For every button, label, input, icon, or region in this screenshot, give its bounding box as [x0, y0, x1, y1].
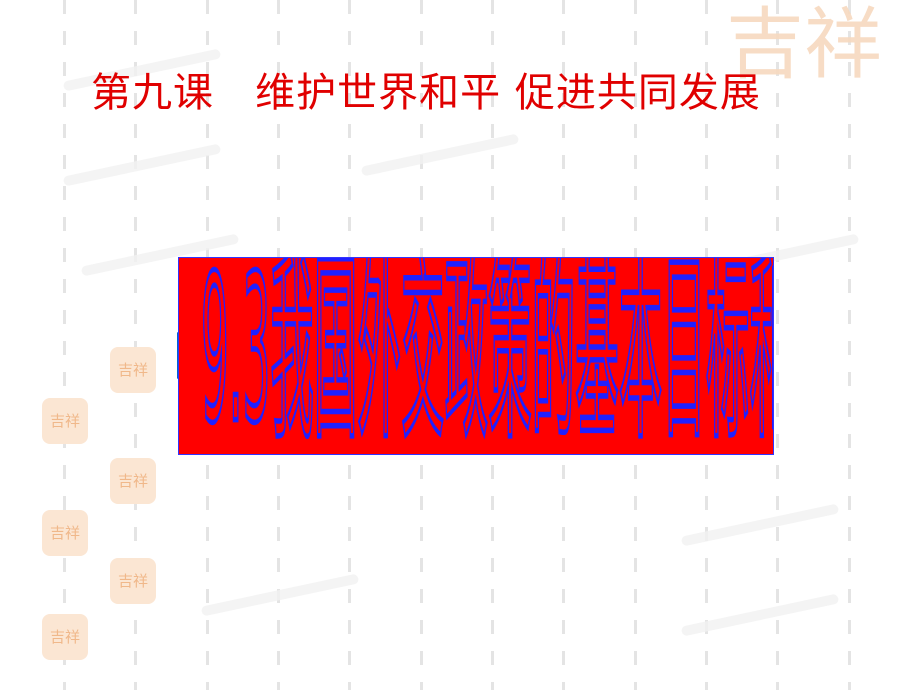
watermark-smudge — [200, 573, 360, 617]
seal-stamp: 吉祥 — [110, 558, 156, 604]
grid-line — [63, 0, 66, 690]
grid-line — [776, 0, 779, 690]
seal-watermark-large: 吉祥 — [726, 0, 883, 90]
seal-stamp: 吉祥 — [42, 510, 88, 556]
seal-stamp: 吉祥 — [42, 614, 88, 660]
seal-stamp: 吉祥 — [110, 347, 156, 393]
banner-heading: 9.3我国外交政策的基本目标和宗 — [200, 257, 774, 455]
watermark-smudge — [62, 143, 222, 187]
wordart-banner: 9.3我国外交政策的基本目标和宗 — [178, 257, 774, 455]
slide-title: 第九课 维护世界和平 促进共同发展 — [91, 70, 761, 116]
grid-line — [848, 0, 851, 690]
seal-stamp: 吉祥 — [110, 458, 156, 504]
seal-stamp: 吉祥 — [42, 398, 88, 444]
grid-line — [134, 0, 137, 690]
watermark-smudge — [360, 133, 520, 177]
